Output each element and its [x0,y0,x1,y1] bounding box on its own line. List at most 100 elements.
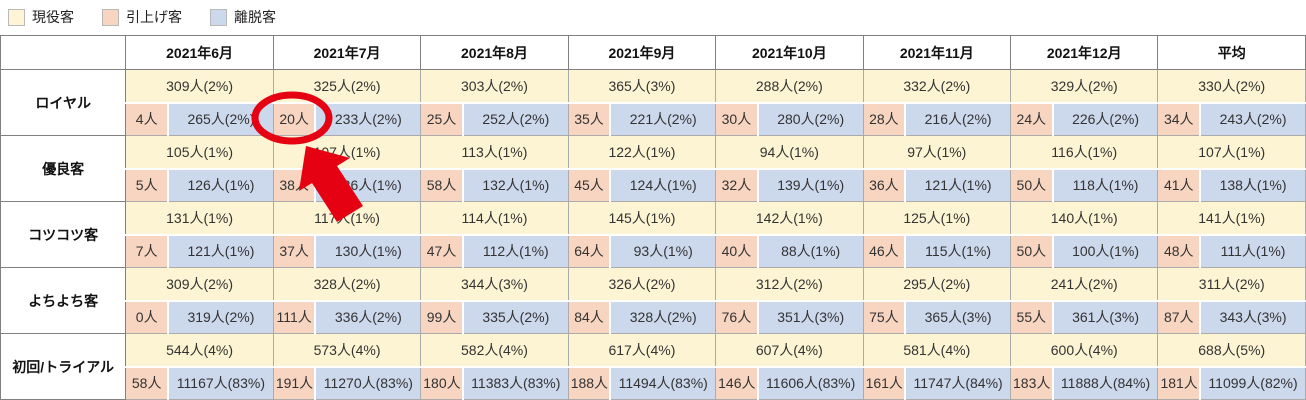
row-label: 初回/トライアル [0,333,127,400]
cell-raised: 25人 [420,102,464,136]
cell-retained: 312人(2%) [715,267,864,302]
legend-label: 離脱客 [234,9,276,25]
corner-cell [0,35,127,70]
cell-raised: 47人 [420,234,464,268]
cell-raised: 46人 [862,234,907,268]
cell-retained: 573人(4%) [272,333,422,368]
cell-retained: 141人(1%) [1157,201,1306,236]
table-row-top: 優良客 105人(1%) 107人(1%) 113人(1%) 122人(1%) 94人(1… [0,135,1306,202]
cell-retained: 140人(1%) [1010,201,1159,236]
cell-churned: 126人(1%) [167,168,274,202]
cell-raised: 34人 [1157,102,1202,136]
cell-raised: 35人 [567,102,612,136]
cell-churned: 351人(3%) [757,300,864,334]
month-header: 平均 [1157,35,1306,70]
cell-retained: 617人(4%) [567,333,717,368]
row-label: コツコツ客 [0,201,127,268]
cell-retained: 131人(1%) [125,201,274,236]
cell-raised: 58人 [125,366,170,400]
cell-churned: 100人(1%) [1052,234,1159,268]
cell-retained: 145人(1%) [567,201,717,236]
cell-raised: 64人 [567,234,612,268]
cell-churned: 11494人(83%) [609,366,717,400]
cell-raised: 161人 [862,366,907,400]
cell-raised: 84人 [567,300,612,334]
table-body: ロイヤル 309人(2%) 325人(2%) 303人(2%) 365人(3%) 288人… [0,69,1306,400]
cell-raised: 30人 [715,102,759,136]
cell-churned: 361人(3%) [1052,300,1159,334]
cell-retained: 309人(2%) [125,69,274,104]
cell-retained: 97人(1%) [862,135,1012,170]
legend-swatch-icon [102,8,119,26]
cell-churned: 124人(1%) [609,168,717,202]
legend-item-2: 離脱客 [210,7,276,27]
highlighted-cell: 20人 [272,102,317,136]
cell-retained: 329人(2%) [1010,69,1159,104]
cell-churned: 11167人(83%) [167,366,274,400]
cell-churned: 88人(1%) [757,234,864,268]
cell-raised: 45人 [567,168,612,202]
table-row-bottom: 7人 121人(1%) 37人 130人(1%) 47人 112人(1%) 64人 93人(1… [1,234,1306,268]
cell-retained: 328人(2%) [272,267,422,302]
cell-churned: 112人(1%) [462,234,569,268]
table-header: 2021年6月 2021年7月 2021年8月 2021年9月 2021年10月 2021… [0,35,1306,70]
table-row-top: よちよち客 309人(2%) 328人(2%) 344人(3%) 326人(2%) 312… [0,267,1306,334]
cell-raised: 24人 [1010,102,1054,136]
month-header: 2021年6月 [125,35,274,70]
table-row-bottom: 5人 126人(1%) 38人 126人(1%) 58人 132人(1%) 45人 124人(… [1,168,1306,202]
cell-raised: 76人 [715,300,759,334]
cell-churned: 132人(1%) [462,168,569,202]
cell-retained: 311人(2%) [1157,267,1306,302]
cell-retained: 365人(3%) [567,69,717,104]
cell-raised: 38人 [272,168,317,202]
cell-retained: 600人(4%) [1010,333,1159,368]
cell-raised: 87人 [1157,300,1202,334]
cell-raised: 50人 [1010,168,1054,202]
cell-raised: 111人 [272,300,317,334]
cell-retained: 107人(1%) [1157,135,1306,170]
cell-churned: 226人(2%) [1052,102,1159,136]
cell-retained: 142人(1%) [715,201,864,236]
month-header: 2021年10月 [715,35,864,70]
cell-raised: 75人 [862,300,907,334]
cell-churned: 126人(1%) [314,168,422,202]
cell-retained: 581人(4%) [862,333,1012,368]
cell-raised: 4人 [125,102,170,136]
cell-churned: 11747人(84%) [904,366,1012,400]
table-row-top: コツコツ客 131人(1%) 117人(1%) 114人(1%) 145人(1%) 142… [0,201,1306,268]
month-header: 2021年11月 [862,35,1012,70]
cell-churned: 121人(1%) [904,168,1012,202]
cell-raised: 0人 [125,300,170,334]
month-header: 2021年7月 [272,35,422,70]
cell-retained: 113人(1%) [420,135,569,170]
cell-raised: 191人 [272,366,317,400]
customer-segment-table: 2021年6月 2021年7月 2021年8月 2021年9月 2021年10月 2021… [0,35,1306,400]
row-label: 優良客 [0,135,127,202]
cell-retained: 607人(4%) [715,333,864,368]
cell-retained: 105人(1%) [125,135,274,170]
cell-retained: 122人(1%) [567,135,717,170]
cell-retained: 94人(1%) [715,135,864,170]
cell-raised: 36人 [862,168,907,202]
table-row-top: 初回/トライアル 544人(4%) 573人(4%) 582人(4%) 617人(4%)… [0,333,1306,400]
table-row-bottom: 4人 265人(2%) 20人 233人(2%) 25人 252人(2%) 35人 221人(… [1,102,1306,136]
cell-churned: 336人(2%) [314,300,422,334]
cell-raised: 50人 [1010,234,1054,268]
cell-raised: 146人 [715,366,759,400]
cell-retained: 325人(2%) [272,69,422,104]
cell-raised: 180人 [420,366,464,400]
cell-churned: 233人(2%) [314,102,422,136]
cell-raised: 99人 [420,300,464,334]
cell-raised: 41人 [1157,168,1202,202]
cell-churned: 11270人(83%) [314,366,422,400]
legend-label: 現役客 [32,9,74,25]
cell-raised: 188人 [567,366,612,400]
cell-raised: 32人 [715,168,759,202]
cell-raised: 5人 [125,168,170,202]
cell-churned: 118人(1%) [1052,168,1159,202]
cell-churned: 93人(1%) [609,234,717,268]
table-row-top: ロイヤル 309人(2%) 325人(2%) 303人(2%) 365人(3%) 288人… [0,69,1306,136]
month-header: 2021年8月 [420,35,569,70]
cell-retained: 303人(2%) [420,69,569,104]
cell-churned: 335人(2%) [462,300,569,334]
